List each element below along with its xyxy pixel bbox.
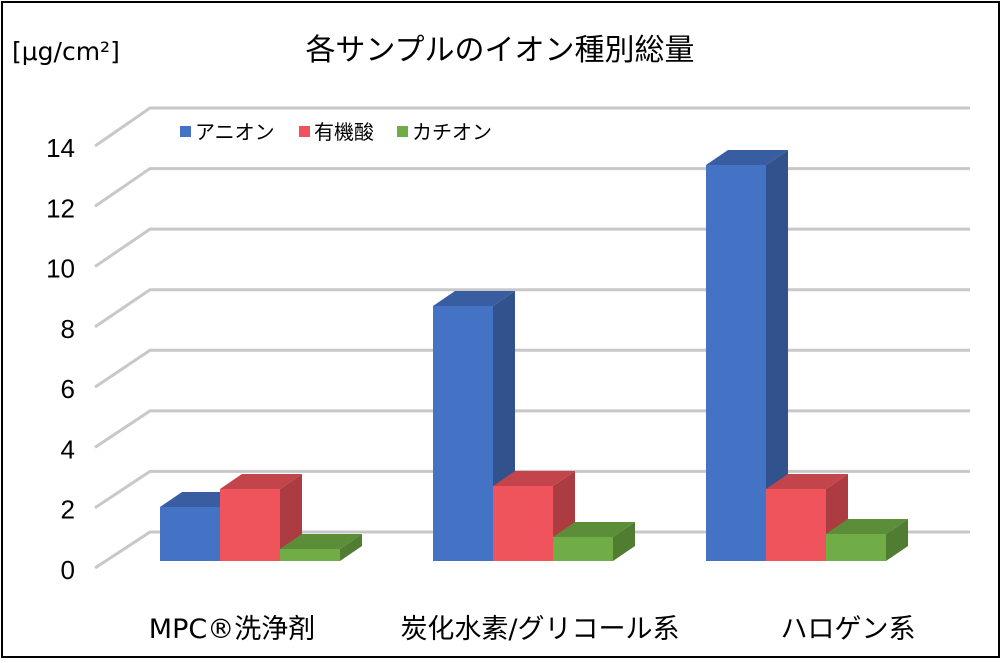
bar-有機酸 xyxy=(493,486,553,561)
y-axis-unit: [μg/cm²] xyxy=(12,37,120,66)
bar-アニオン xyxy=(706,165,766,561)
bar-カチオン xyxy=(553,537,613,561)
bar-有機酸 xyxy=(220,489,280,561)
bar-side xyxy=(886,519,908,561)
x-category-label: MPC®洗浄剤 xyxy=(149,614,315,645)
y-tick-label: 12 xyxy=(46,193,75,223)
y-tick-label: 0 xyxy=(61,555,75,585)
bar-有機酸 xyxy=(766,489,826,561)
bar-アニオン xyxy=(433,306,493,561)
chart-title: 各サンプルのイオン種別総量 xyxy=(305,33,694,68)
bar-top xyxy=(826,519,908,534)
legend-label: 有機酸 xyxy=(314,120,374,144)
bar-top xyxy=(280,534,362,549)
y-tick-label: 6 xyxy=(61,374,75,404)
bar-top xyxy=(433,291,515,306)
bar-top xyxy=(766,474,848,489)
legend-swatch xyxy=(299,126,310,137)
gridline xyxy=(94,409,970,449)
legend-swatch xyxy=(397,126,408,137)
gridline xyxy=(94,227,970,268)
y-tick-label: 2 xyxy=(61,495,75,525)
bar-top xyxy=(493,471,575,486)
legend-label: カチオン xyxy=(412,120,492,144)
legend-label: アニオン xyxy=(195,120,275,144)
bar-アニオン xyxy=(160,507,220,561)
gridline xyxy=(94,288,970,329)
x-category-label: 炭化水素/グリコール系 xyxy=(400,614,679,645)
y-tick-label: 8 xyxy=(61,314,75,344)
bar-side xyxy=(766,150,788,561)
bar-カチオン xyxy=(826,534,886,561)
bar-side xyxy=(613,522,635,561)
y-tick-label: 10 xyxy=(46,254,75,284)
gridline xyxy=(94,348,970,389)
x-category-label: ハロゲン系 xyxy=(781,614,916,645)
gridline xyxy=(94,530,970,570)
y-tick-label: 14 xyxy=(46,133,75,163)
bar-top xyxy=(706,150,788,165)
bar-カチオン xyxy=(280,549,340,561)
bar-top xyxy=(553,522,635,537)
gridline xyxy=(94,106,970,148)
y-tick-label: 4 xyxy=(61,434,75,464)
bar-side xyxy=(340,534,362,561)
gridline xyxy=(94,167,970,208)
bar-top xyxy=(220,474,302,489)
legend-swatch xyxy=(180,126,191,137)
gridline xyxy=(94,469,970,509)
